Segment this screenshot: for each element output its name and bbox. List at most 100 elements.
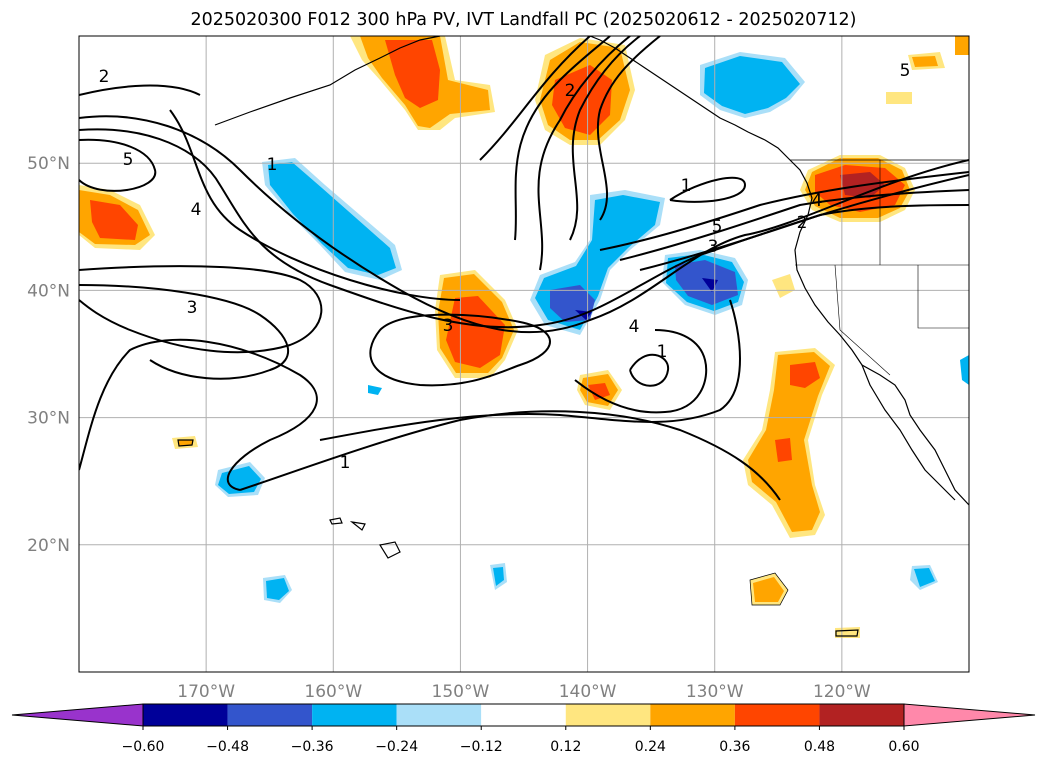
positive-anomaly-region	[886, 92, 912, 104]
negative-anomaly-region	[268, 162, 396, 275]
contour-line	[639, 204, 969, 271]
longitude-labels: 170°W 160°W 150°W 140°W 130°W 120°W	[177, 682, 871, 702]
contour-label: 1	[340, 453, 351, 473]
colorbar-tick-label: −0.12	[460, 739, 503, 755]
positive-anomaly-region	[772, 274, 795, 298]
negative-anomaly-region	[914, 568, 935, 587]
contour-line	[369, 313, 551, 387]
contour-line	[537, 36, 631, 271]
colorbar-segment	[481, 704, 566, 726]
contour-line	[669, 176, 747, 203]
island	[177, 439, 194, 447]
contour-label: 3	[187, 298, 198, 318]
contour-label: 3	[708, 237, 719, 257]
colorbar-tick-label: −0.60	[122, 739, 165, 755]
contour-line	[79, 265, 323, 354]
contour-line	[599, 171, 969, 251]
contour-line	[319, 299, 741, 441]
positive-anomaly-region	[90, 200, 138, 240]
pv-contours	[79, 36, 969, 501]
positive-anomaly-region	[588, 383, 610, 400]
contour-label: 1	[681, 176, 692, 196]
contour-line	[79, 284, 290, 380]
negative-anomaly-region	[702, 278, 718, 292]
negative-anomaly-region	[493, 567, 504, 586]
lon-tick-label: 150°W	[432, 682, 490, 702]
lon-tick-label: 140°W	[559, 682, 617, 702]
colorbar-segment	[650, 704, 735, 726]
negative-anomaly-region	[960, 355, 969, 385]
island	[749, 572, 789, 606]
contour-line	[79, 115, 969, 334]
colorbar-tick-label: −0.48	[206, 739, 249, 755]
colorbar-tick-label: 0.12	[550, 739, 581, 755]
contour-line	[629, 353, 670, 387]
map-frame	[78, 35, 970, 673]
latitude-labels: 50°N 40°N 30°N 20°N	[27, 154, 70, 556]
positive-anomaly-region	[385, 40, 440, 108]
positive-anomaly-region	[955, 36, 969, 55]
pv-anomaly-shading	[79, 36, 969, 638]
contour-label: 2	[565, 81, 576, 101]
colorbar-segment	[734, 704, 820, 726]
lat-tick-label: 20°N	[27, 536, 70, 556]
colorbar-segment	[312, 704, 397, 726]
contour-label: 4	[191, 200, 202, 220]
island	[329, 517, 343, 525]
colorbar-tick-label: 0.60	[888, 739, 919, 755]
contour-line	[596, 36, 661, 221]
island	[835, 629, 859, 637]
contour-line	[169, 109, 461, 301]
map-title: 2025020300 F012 300 hPa PV, IVT Landfall…	[190, 10, 857, 30]
contour-line	[79, 138, 157, 192]
colorbar-frame	[142, 703, 905, 727]
contour-label: 4	[812, 191, 823, 211]
contour-label: 5	[123, 150, 134, 170]
positive-anomaly-region	[753, 577, 784, 602]
contour-line	[239, 410, 781, 501]
contour-label: 2	[797, 213, 808, 233]
positive-anomaly-region	[912, 56, 938, 67]
lon-tick-label: 160°W	[304, 682, 362, 702]
colorbar-segment	[396, 704, 482, 726]
alaska-coastline	[214, 36, 441, 126]
colorbar-tick-label: 0.24	[635, 739, 666, 755]
lon-tick-label: 130°W	[686, 682, 744, 702]
contour-line	[514, 36, 611, 241]
contour-line	[479, 36, 591, 161]
contour-line	[79, 338, 318, 491]
lon-tick-label: 170°W	[177, 682, 235, 702]
contour-label: 5	[712, 217, 723, 237]
island	[379, 541, 401, 559]
colorbar-tick-label: −0.36	[291, 739, 334, 755]
island	[349, 521, 366, 531]
colorbar-segment	[143, 704, 228, 726]
contour-line	[569, 36, 641, 241]
contour-line	[79, 84, 201, 96]
negative-anomaly-region	[368, 385, 382, 395]
baja-coastline	[861, 364, 956, 501]
contour-line	[574, 329, 708, 414]
contour-line	[619, 189, 969, 261]
negative-anomaly-region	[266, 578, 289, 600]
contour-label: 3	[443, 316, 454, 336]
positive-anomaly-region	[178, 440, 193, 446]
us-state-borders	[795, 160, 969, 376]
positive-anomaly-region	[790, 362, 820, 388]
contour-label: 1	[267, 155, 278, 175]
colorbar-segment	[227, 704, 313, 726]
contour-label: 5	[900, 61, 911, 81]
colorbar: −0.60 −0.48 −0.36 −0.24 −0.12 0.12 0.24 0.36 0.4…	[11, 703, 1036, 755]
contour-label: 2	[99, 67, 110, 87]
lat-tick-label: 30°N	[27, 409, 70, 429]
colorbar-segment	[565, 704, 651, 726]
contour-label: 4	[629, 317, 640, 337]
colorbar-tick-label: 0.48	[804, 739, 835, 755]
gridlines	[79, 36, 969, 672]
lon-tick-label: 120°W	[813, 682, 871, 702]
lat-tick-label: 50°N	[27, 154, 70, 174]
positive-anomaly-region	[775, 438, 792, 462]
colorbar-tick-label: −0.24	[375, 739, 418, 755]
